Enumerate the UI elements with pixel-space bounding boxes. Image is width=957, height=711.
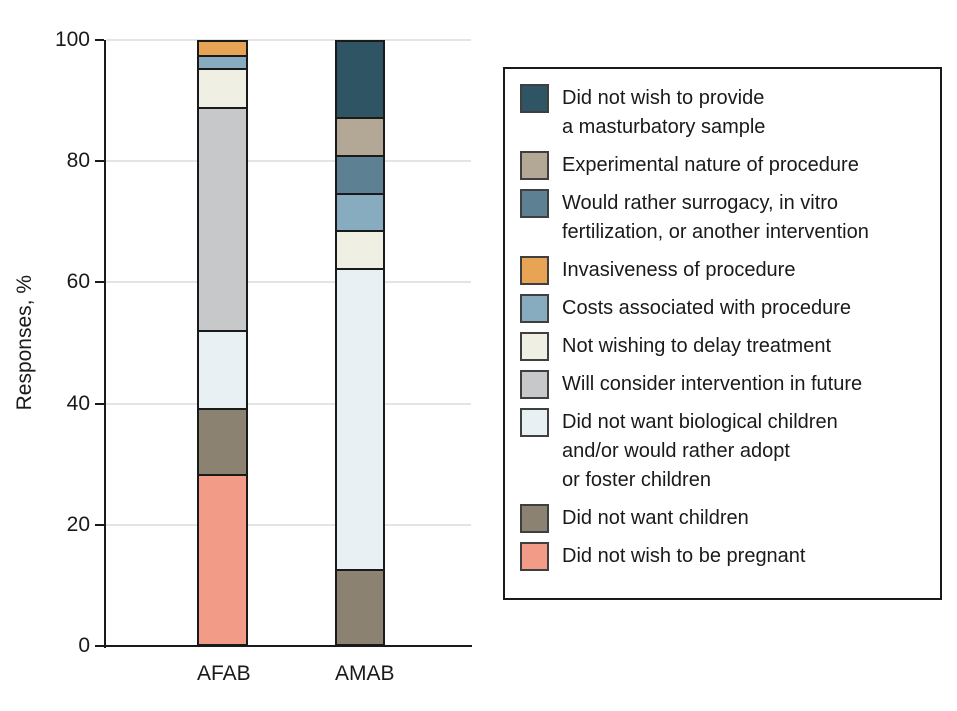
y-tick-label-40: 40 — [66, 391, 90, 415]
legend-label: Will consider intervention in future — [562, 370, 862, 399]
plot-area — [105, 39, 472, 646]
y-tick-60 — [95, 281, 104, 284]
bar-segment — [337, 42, 383, 118]
gridline-20 — [106, 523, 471, 526]
gridline-40 — [106, 402, 471, 405]
x-category-label-amab: AMAB — [335, 662, 395, 685]
legend-swatch — [520, 370, 549, 399]
y-tick-label-100: 100 — [54, 28, 90, 51]
x-axis-line — [104, 645, 472, 647]
legend-label: Did not want biological children and/or w… — [562, 408, 838, 495]
gridline-100 — [106, 39, 471, 41]
bar-segment — [199, 68, 246, 108]
legend-swatch — [520, 256, 549, 285]
bar-segment — [337, 230, 383, 268]
legend: Did not wish to provide a masturbatory sa… — [503, 67, 942, 600]
legend-item: Would rather surrogacy, in vitro fertiliz… — [520, 189, 930, 247]
legend-item: Experimental nature of procedure — [520, 151, 930, 180]
legend-label-line: Costs associated with procedure — [562, 297, 852, 319]
legend-item: Costs associated with procedure — [520, 294, 930, 323]
y-tick-label-80: 80 — [66, 149, 90, 173]
legend-label-line: Did not want children — [562, 507, 749, 529]
gridline-80 — [106, 160, 471, 163]
y-tick-label-0: 0 — [78, 634, 90, 657]
legend-item: Did not wish to be pregnant — [520, 542, 930, 571]
legend-swatch — [520, 504, 549, 533]
bar-segment — [337, 192, 383, 231]
y-tick-label-20: 20 — [66, 512, 90, 536]
legend-label-line: fertilization, or another intervention — [562, 221, 869, 243]
legend-label-line: Invasiveness of procedure — [562, 259, 796, 281]
legend-label-line: Not wishing to delay treatment — [562, 335, 832, 357]
legend-label-line: Did not want biological children — [562, 411, 838, 433]
bar-segment — [199, 408, 246, 474]
legend-label: Would rather surrogacy, in vitro fertiliz… — [562, 189, 869, 247]
bar-segment — [199, 55, 246, 69]
y-tick-80 — [95, 160, 104, 163]
legend-label: Did not wish to provide a masturbatory sa… — [562, 84, 765, 142]
bar-segment — [337, 568, 383, 644]
legend-item: Did not want children — [520, 504, 930, 533]
x-category-label-afab: AFAB — [197, 662, 251, 685]
legend-swatch — [520, 542, 549, 571]
legend-label: Did not want children — [562, 504, 749, 533]
y-tick-20 — [95, 523, 104, 526]
legend-swatch — [520, 408, 549, 437]
legend-label-line: Did not wish to provide — [562, 87, 765, 109]
bar-segment — [337, 117, 383, 155]
y-tick-label-60: 60 — [66, 270, 90, 294]
legend-label: Invasiveness of procedure — [562, 256, 795, 285]
y-tick-40 — [95, 402, 104, 405]
y-axis-line — [104, 40, 106, 648]
legend-label-line: and/or would rather adopt — [562, 440, 790, 462]
legend-label-line: Did not wish to be pregnant — [562, 545, 806, 567]
gridline-60 — [106, 281, 471, 284]
bar-segment — [199, 42, 246, 56]
legend-swatch — [520, 332, 549, 361]
y-tick-0 — [95, 645, 104, 647]
y-tick-100 — [95, 39, 104, 41]
legend-label-line: Would rather surrogacy, in vitro — [562, 192, 839, 214]
bar-segment — [337, 267, 383, 569]
legend-swatch — [520, 189, 549, 218]
legend-label: Did not wish to be pregnant — [562, 542, 806, 571]
y-axis-label-wrap: Responses, % — [8, 40, 42, 646]
legend-label-line: Experimental nature of procedure — [562, 154, 859, 176]
legend-item: Did not wish to provide a masturbatory sa… — [520, 84, 930, 142]
legend-swatch — [520, 151, 549, 180]
bar-segment — [199, 473, 246, 644]
legend-label-line: or foster children — [562, 469, 711, 491]
legend-item: Did not want biological children and/or w… — [520, 408, 930, 495]
bar-amab — [335, 40, 385, 646]
legend-label-line: Will consider intervention in future — [562, 373, 863, 395]
legend-label-line: a masturbatory sample — [562, 116, 766, 138]
legend-swatch — [520, 84, 549, 113]
legend-label: Not wishing to delay treatment — [562, 332, 831, 361]
legend-item: Not wishing to delay treatment — [520, 332, 930, 361]
legend-label: Costs associated with procedure — [562, 294, 851, 323]
bar-afab — [197, 40, 248, 646]
legend-swatch — [520, 294, 549, 323]
legend-label: Experimental nature of procedure — [562, 151, 859, 180]
bar-segment — [199, 107, 246, 330]
legend-item: Will consider intervention in future — [520, 370, 930, 399]
bar-segment — [199, 329, 246, 409]
bar-segment — [337, 154, 383, 193]
legend-item: Invasiveness of procedure — [520, 256, 930, 285]
